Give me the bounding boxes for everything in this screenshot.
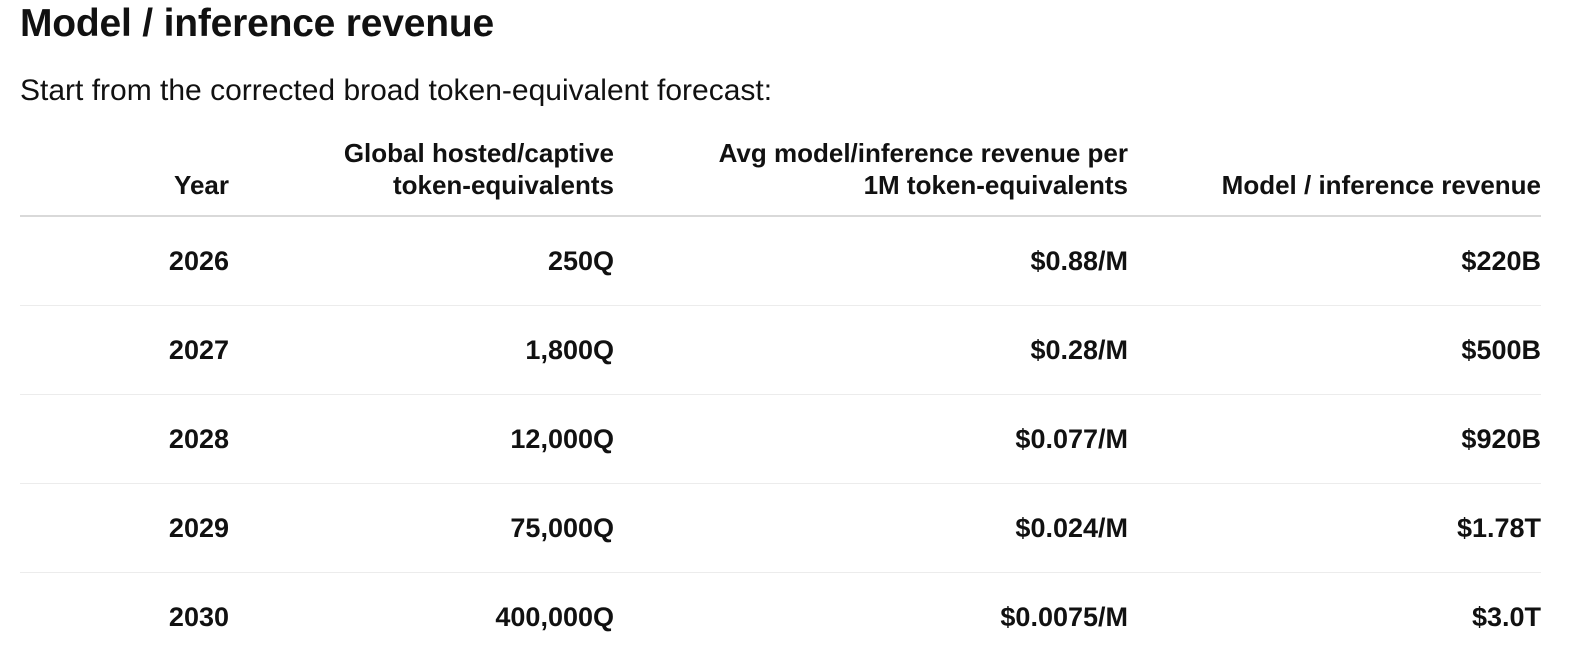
table-row: 2030 400,000Q $0.0075/M $3.0T [20,573,1541,661]
cell-inference-revenue: $220B [1128,216,1541,306]
cell-inference-revenue: $3.0T [1128,573,1541,661]
cell-token-equivalents: 75,000Q [229,484,614,573]
header-avg-revenue-line-2: 1M token-equivalents [614,169,1128,201]
cell-token-equivalents: 250Q [229,216,614,306]
cell-year: 2026 [20,216,229,306]
table-row: 2029 75,000Q $0.024/M $1.78T [20,484,1541,573]
header-year: Year [20,137,229,216]
cell-token-equivalents: 1,800Q [229,306,614,395]
cell-avg-revenue: $0.077/M [614,395,1128,484]
header-year-line-1: Year [20,169,229,201]
cell-avg-revenue: $0.0075/M [614,573,1128,661]
header-inference-revenue: Model / inference revenue [1128,137,1541,216]
table-row: 2028 12,000Q $0.077/M $920B [20,395,1541,484]
cell-year: 2027 [20,306,229,395]
cell-year: 2028 [20,395,229,484]
cell-avg-revenue: $0.024/M [614,484,1128,573]
header-token-equivalents: Global hosted/captive token-equivalents [229,137,614,216]
header-row: Year Global hosted/captive token-equival… [20,137,1541,216]
header-avg-revenue: Avg model/inference revenue per 1M token… [614,137,1128,216]
cell-year: 2030 [20,573,229,661]
cell-year: 2029 [20,484,229,573]
table-row: 2027 1,800Q $0.28/M $500B [20,306,1541,395]
section-heading: Model / inference revenue [20,2,494,46]
cell-avg-revenue: $0.28/M [614,306,1128,395]
cell-token-equivalents: 400,000Q [229,573,614,661]
cell-avg-revenue: $0.88/M [614,216,1128,306]
header-token-equivalents-line-1: Global hosted/captive [229,137,614,169]
table-row: 2026 250Q $0.88/M $220B [20,216,1541,306]
header-token-equivalents-line-2: token-equivalents [229,169,614,201]
forecast-table: Year Global hosted/captive token-equival… [20,137,1541,661]
header-inference-revenue-line-1: Model / inference revenue [1128,169,1541,201]
table-body: 2026 250Q $0.88/M $220B 2027 1,800Q $0.2… [20,216,1541,661]
header-avg-revenue-line-1: Avg model/inference revenue per [614,137,1128,169]
cell-token-equivalents: 12,000Q [229,395,614,484]
cell-inference-revenue: $1.78T [1128,484,1541,573]
cell-inference-revenue: $500B [1128,306,1541,395]
intro-text: Start from the corrected broad token-equ… [20,73,772,109]
cell-inference-revenue: $920B [1128,395,1541,484]
table-header: Year Global hosted/captive token-equival… [20,137,1541,216]
